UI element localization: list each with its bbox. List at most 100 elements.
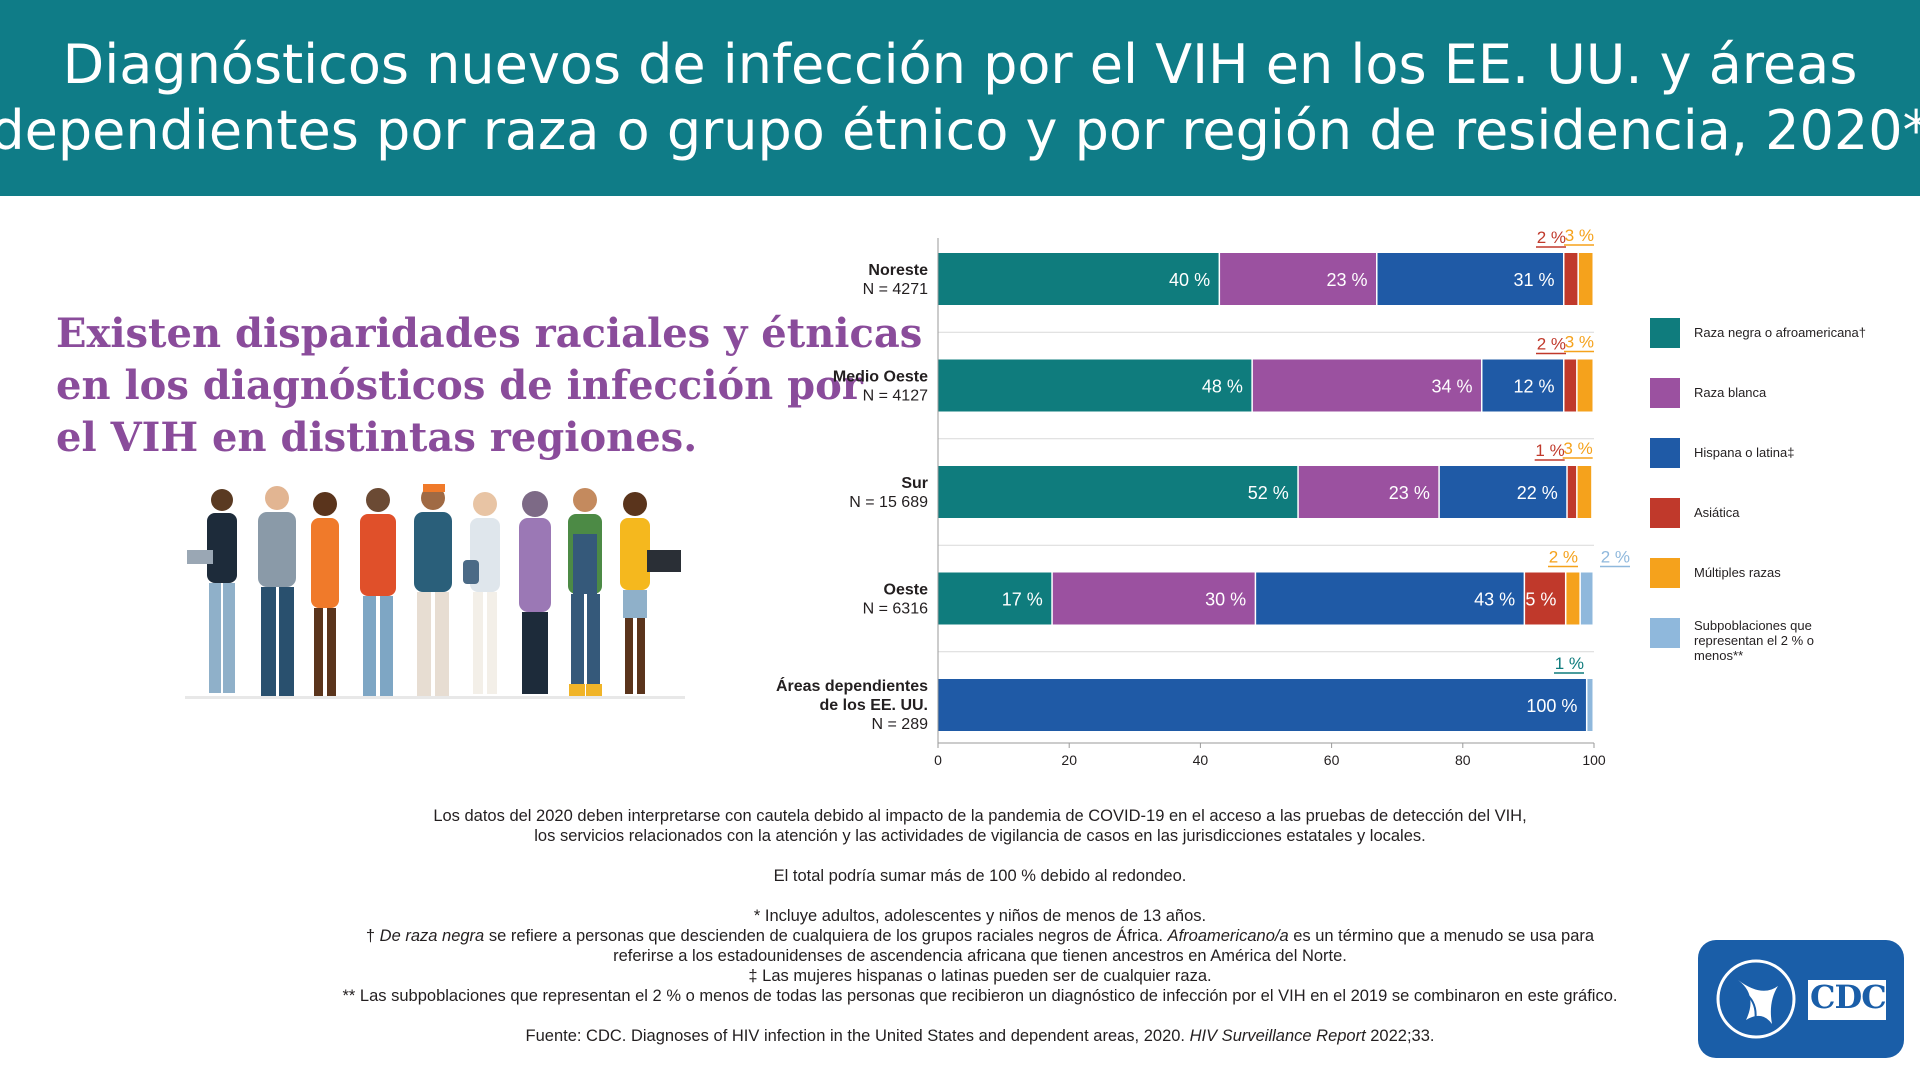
chart-x-axis: 0 20 40 60 80 100 — [934, 238, 1606, 768]
category-n-label: N = 6316 — [863, 601, 928, 618]
bar-segment — [1564, 359, 1577, 412]
footnote-source-tail: 2022;33. — [1365, 1027, 1435, 1045]
cdc-wordmark-box — [1808, 980, 1886, 1020]
bar-value-label: 52 % — [1248, 483, 1289, 503]
person-figure — [519, 491, 551, 694]
person-figure — [463, 492, 500, 694]
bar-segment — [1587, 679, 1593, 731]
chart-canvas: 40 % 23 % 31 % 48 % 34 % 12 % 52 % 23 % 22 % 17 %… — [776, 226, 1630, 768]
legend-item: Múltiples razas — [1650, 558, 1781, 588]
legend-swatch — [1650, 618, 1680, 648]
bar-segment — [1578, 253, 1593, 305]
footnote-covid-line-2: los servicios relacionados con la atenci… — [534, 827, 1426, 845]
legend-item: Raza negra o afroamericana† — [1650, 318, 1866, 348]
bar-value-label: 100 % — [1526, 696, 1577, 716]
category-label: de los EE. UU. — [820, 697, 928, 714]
bar-value-label: 30 % — [1205, 590, 1246, 610]
category-n-label: N = 289 — [872, 716, 929, 733]
callout-label: 1 % — [1535, 441, 1564, 460]
bar-segment — [1256, 572, 1524, 625]
bar-value-label: 48 % — [1202, 377, 1243, 397]
category-n-label: N = 4127 — [863, 388, 928, 405]
footnote-double-asterisk: ** Las subpoblaciones que representan el… — [342, 987, 1618, 1005]
headline-line-3: el VIH en distintas regiones. — [56, 414, 698, 461]
headline: Existen disparidades raciales y étnicas … — [56, 308, 922, 464]
bar-value-label: 43 % — [1474, 590, 1515, 610]
legend-swatch — [1650, 558, 1680, 588]
bar-value-label: 40 % — [1169, 270, 1210, 290]
bar-segment — [1564, 253, 1578, 305]
x-tick-label: 100 — [1582, 752, 1606, 768]
footnote-dagger-term-2: Afroamericano/a — [1167, 927, 1289, 945]
callout-label: 2 % — [1537, 335, 1566, 354]
footnote-rounding: El total podría sumar más de 100 % debid… — [773, 867, 1187, 885]
bar-segment — [1298, 466, 1439, 518]
page-title-line-2: dependientes por raza o grupo étnico y p… — [0, 99, 1920, 162]
person-figure — [187, 489, 237, 693]
footnotes: Los datos del 2020 deben interpretarse c… — [200, 806, 1760, 1046]
bar-segment — [938, 679, 1586, 731]
callout-label: 3 % — [1565, 226, 1594, 245]
chart-category-labels: Noreste N = 4271 Medio Oeste N = 4127 Sur N =… — [776, 262, 928, 733]
bar-segment — [1566, 572, 1580, 625]
category-n-label: N = 15 689 — [849, 494, 928, 511]
legend-label: Raza negra o afroamericana† — [1694, 325, 1866, 340]
bar-segment — [1052, 572, 1255, 625]
x-tick-label: 40 — [1193, 752, 1209, 768]
callout-label: 2 % — [1537, 228, 1566, 247]
person-figure — [568, 488, 602, 696]
person-figure — [360, 488, 396, 696]
legend-item: Hispana o latina‡ — [1650, 438, 1794, 468]
category-label: Medio Oeste — [833, 369, 928, 386]
legend-label: Raza blanca — [1694, 385, 1766, 400]
legend-label-line: Múltiples razas — [1694, 565, 1781, 580]
bar-value-label: 31 % — [1513, 270, 1554, 290]
legend-label-line: Hispana o latina‡ — [1694, 445, 1795, 460]
legend-label: Hispana o latina‡ — [1694, 445, 1794, 460]
bar-segment — [938, 466, 1298, 518]
legend-label-line: menos** — [1694, 648, 1744, 663]
category-label: Oeste — [884, 582, 929, 599]
callout-label: 3 % — [1565, 333, 1594, 352]
legend-item: Subpoblaciones que representan el 2 % o me… — [1650, 618, 1814, 663]
x-tick-label: 20 — [1061, 752, 1077, 768]
footnote-dagger-term-1: De raza negra — [379, 927, 485, 945]
legend-label-line: Subpoblaciones que — [1694, 618, 1812, 633]
legend-item: Asiática — [1650, 498, 1740, 528]
chart-gridlines — [938, 331, 1594, 653]
callout-label: 3 % — [1563, 439, 1592, 458]
headline-line-2: en los diagnósticos de infección por — [56, 362, 863, 409]
chart-bars — [938, 253, 1593, 731]
legend-swatch — [1650, 318, 1680, 348]
title-banner: Diagnósticos nuevos de infección por el … — [0, 0, 1920, 196]
footnote-dagger-text-1: se refiere a personas que descienden de … — [484, 927, 1168, 945]
person-figure — [258, 486, 296, 697]
bar-value-label: 23 % — [1389, 483, 1430, 503]
legend-label-line: Asiática — [1694, 505, 1740, 520]
legend-label-line: Raza blanca — [1694, 385, 1767, 400]
person-figure — [620, 492, 681, 694]
bar-segment — [1525, 572, 1565, 625]
x-tick-label: 80 — [1455, 752, 1471, 768]
page-title-line-1: Diagnósticos nuevos de infección por el … — [62, 33, 1858, 96]
person-figure — [311, 492, 339, 696]
category-label: Áreas dependientes — [776, 676, 928, 695]
footnote-dagger-line-2: referirse a los estadounidenses de ascen… — [613, 947, 1347, 965]
legend-label: Múltiples razas — [1694, 565, 1781, 580]
bar-value-label: 5 % — [1525, 590, 1556, 610]
bar-segment — [1439, 466, 1567, 518]
footnote-source-text: Fuente: CDC. Diagnoses of HIV infection … — [525, 1027, 1190, 1045]
bar-segment — [1577, 466, 1592, 518]
category-n-label: N = 4271 — [863, 281, 928, 298]
chart-bar-labels: 40 % 23 % 31 % 48 % 34 % 12 % 52 % 23 % 22 % 17 %… — [1002, 270, 1578, 716]
bar-segment — [1377, 253, 1563, 305]
hhs-seal-icon — [1716, 959, 1796, 1039]
footnote-source: Fuente: CDC. Diagnoses of HIV infection … — [200, 1026, 1760, 1046]
legend-label-line: Raza negra o afroamericana† — [1694, 325, 1866, 340]
callout-label: 1 % — [1555, 654, 1584, 673]
footnote-dagger-text-2: es un término que a menudo se usa para — [1288, 927, 1595, 945]
bar-segment — [1482, 359, 1563, 412]
legend-label: Subpoblaciones que representan el 2 % o me… — [1694, 618, 1814, 663]
bar-segment — [938, 359, 1252, 412]
bar-segment — [1577, 359, 1593, 412]
